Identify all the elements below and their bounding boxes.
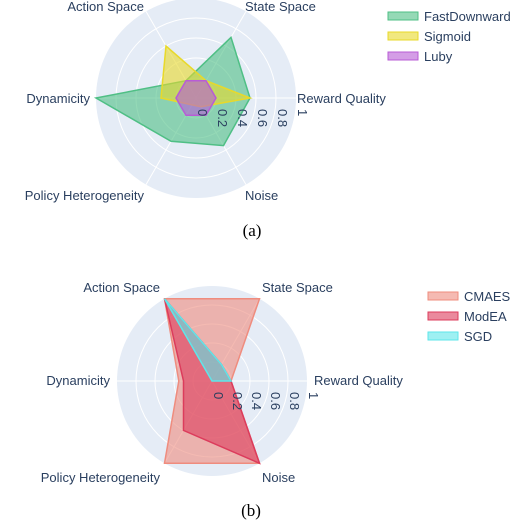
series-luby-area	[175, 79, 217, 117]
legend-label-sgd[interactable]: SGD	[464, 329, 492, 344]
axis-label-action-space: Action Space	[67, 0, 144, 14]
caption-b: (b)	[241, 501, 261, 520]
axis-label-reward-quality: Reward Quality	[314, 373, 403, 388]
radial-tick-label: 1	[306, 392, 321, 399]
axis-label-dynamicity: Dynamicity	[26, 91, 90, 106]
series-sgd-area	[163, 298, 233, 382]
axis-label-noise: Noise	[262, 470, 295, 485]
legend-label-sigmoid[interactable]: Sigmoid	[424, 29, 471, 44]
radial-tick-label: 0.6	[268, 392, 283, 410]
radial-tick-label: 0.2	[230, 392, 245, 410]
legend-label-fastdownward[interactable]: FastDownward	[424, 9, 510, 24]
axis-label-dynamicity: Dynamicity	[46, 373, 110, 388]
radar-chart-b: Reward Quality State Space Action Space Dyn…	[41, 280, 510, 485]
radial-tick-label: 1	[295, 109, 310, 116]
radial-tick-label: 0.2	[215, 109, 230, 127]
axis-label-action-space: Action Space	[83, 280, 160, 295]
radial-tick-label: 0	[211, 392, 226, 399]
legend-label-modea[interactable]: ModEA	[464, 309, 507, 324]
radar-chart-a: Reward Quality State Space Action Space Dyn…	[25, 0, 510, 203]
legend-swatch-modea[interactable]	[427, 311, 459, 321]
axis-label-state-space: State Space	[245, 0, 316, 14]
axis-label-policy-heterogeneity: Policy Heterogeneity	[41, 470, 161, 485]
legend-swatch-cmaes[interactable]	[427, 291, 459, 301]
radial-tick-label: 0.4	[249, 392, 264, 410]
radial-tick-label: 0.8	[275, 109, 290, 127]
axis-label-policy-heterogeneity: Policy Heterogeneity	[25, 188, 145, 203]
axis-label-noise: Noise	[245, 188, 278, 203]
radial-tick-label: 0.6	[255, 109, 270, 127]
legend-swatch-luby[interactable]	[387, 51, 419, 61]
caption-a: (a)	[243, 221, 262, 240]
axis-label-reward-quality: Reward Quality	[297, 91, 386, 106]
legend-swatch-sgd[interactable]	[427, 331, 459, 341]
legend-swatch-sigmoid[interactable]	[387, 31, 419, 41]
radial-tick-label: 0	[195, 109, 210, 116]
axis-label-state-space: State Space	[262, 280, 333, 295]
radial-tick-label: 0.4	[235, 109, 250, 127]
radial-tick-label: 0.8	[287, 392, 302, 410]
legend-swatch-fastdownward[interactable]	[387, 11, 419, 21]
legend-label-luby[interactable]: Luby	[424, 49, 453, 64]
legend-label-cmaes[interactable]: CMAES	[464, 289, 510, 304]
